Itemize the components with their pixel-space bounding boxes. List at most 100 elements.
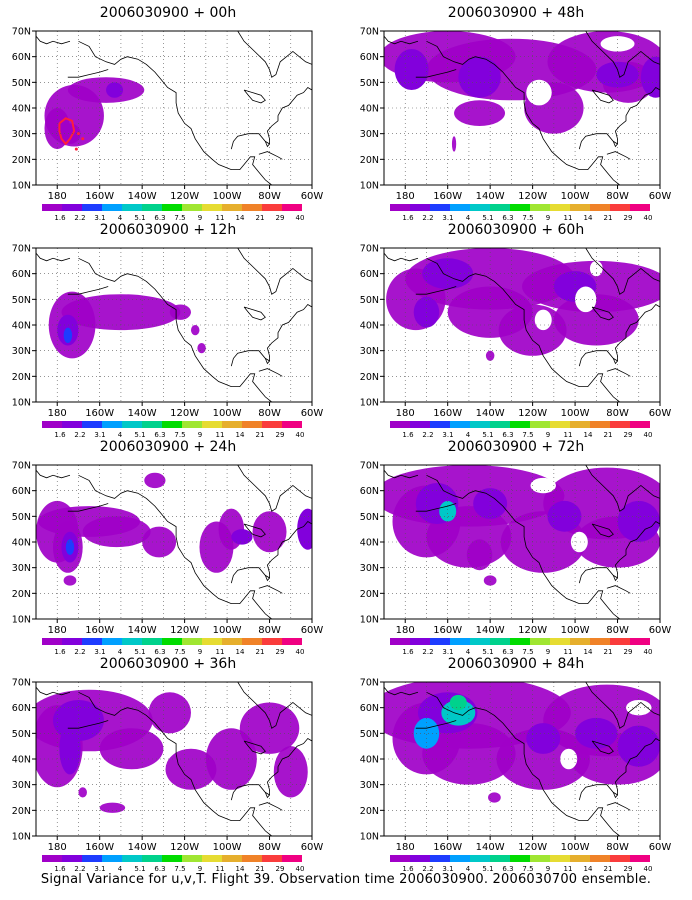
colorbar-label: 2.2 — [74, 648, 85, 654]
colorbar-swatch — [102, 204, 122, 211]
lon-tick-label: 60W — [649, 408, 672, 419]
coastline — [243, 306, 266, 321]
colorbar-swatch — [550, 638, 570, 645]
colorbar-swatch — [610, 421, 630, 428]
coastline — [612, 141, 618, 148]
colorbar-swatch — [282, 421, 302, 428]
colorbar: 1.6 2.2 3.1 4 5.1 6.3 7.5 9 11 14 21 29 40 — [390, 204, 652, 220]
colorbar-label: 1.6 — [54, 431, 66, 437]
colorbar-label: 29 — [276, 865, 285, 871]
colorbar-label: 40 — [644, 865, 653, 871]
coastline — [606, 585, 631, 594]
map-plot: 70N 60N 50N 40N 30N 20N 10N 180 160W 140W 120W 100W… — [12, 678, 324, 872]
colorbar: 1.6 2.2 3.1 4 5.1 6.3 7.5 9 11 14 21 29 40 — [42, 421, 304, 437]
lon-tick-label: 100W — [561, 842, 590, 853]
lat-tick-label: 70N — [360, 244, 379, 255]
colorbar-swatch — [262, 638, 282, 645]
colorbar-label: 7.5 — [522, 865, 533, 871]
colorbar-label: 29 — [624, 865, 633, 871]
coastline — [237, 682, 312, 729]
colorbar-label: 29 — [276, 648, 285, 654]
map-panel: 2006030900 + 24h 70N 60N 50N 40N 30N 20N 10N 180… — [3, 439, 333, 654]
lat-tick-label: 20N — [12, 155, 31, 166]
lat-tick-label: 20N — [360, 806, 379, 817]
variance-contour — [485, 350, 495, 361]
variance-contour — [59, 123, 81, 144]
coastline — [258, 368, 283, 377]
coastline — [243, 740, 266, 755]
colorbar-label: 40 — [296, 648, 305, 654]
lon-tick-label: 100W — [213, 625, 242, 636]
lat-tick-label: 60N — [12, 486, 31, 497]
variance-contour — [106, 82, 124, 98]
lon-tick-label: 120W — [518, 842, 547, 853]
lat-tick-label: 60N — [360, 486, 379, 497]
lat-tick-label: 40N — [12, 321, 31, 332]
lat-tick-label: 10N — [12, 832, 31, 843]
colorbar-label: 2.2 — [422, 214, 433, 220]
colorbar-label: 5.1 — [134, 431, 145, 437]
coastline — [230, 520, 312, 584]
lon-tick-label: 60W — [649, 625, 672, 636]
lon-tick-label: 140W — [476, 625, 505, 636]
lon-tick-label: 100W — [213, 191, 242, 202]
map-plot: 70N 60N 50N 40N 30N 20N 10N 180 160W 140W 120W 100W… — [12, 27, 324, 221]
colorbar-swatch — [430, 638, 450, 645]
variance-contour — [65, 539, 75, 555]
coastline — [264, 792, 270, 799]
colorbar-swatch — [550, 204, 570, 211]
coastline — [258, 802, 283, 811]
colorbar-swatch — [410, 855, 430, 862]
colorbar-swatch — [610, 638, 630, 645]
colorbar-swatch — [490, 638, 510, 645]
coastline — [585, 31, 660, 78]
lat-tick-label: 10N — [360, 398, 379, 409]
colorbar-label: 1.6 — [402, 865, 414, 871]
colorbar-swatch — [222, 421, 242, 428]
colorbar-swatch — [550, 421, 570, 428]
coastline — [578, 86, 660, 150]
colorbar-swatch — [390, 855, 410, 862]
lon-tick-label: 100W — [561, 625, 590, 636]
colorbar-label: 4 — [118, 214, 123, 220]
variance-contour — [148, 692, 191, 734]
variance-contour — [451, 136, 457, 152]
colorbar-swatch — [262, 421, 282, 428]
lon-tick-label: 160W — [433, 408, 462, 419]
coastline — [585, 465, 660, 512]
map-panel: 2006030900 + 60h 70N 60N 50N 40N 30N 20N 10N 180… — [351, 222, 681, 437]
colorbar-label: 6.3 — [154, 648, 165, 654]
colorbar-swatch — [282, 638, 302, 645]
lat-tick-label: 50N — [360, 512, 379, 523]
colorbar: 1.6 2.2 3.1 4 5.1 6.3 7.5 9 11 14 21 29 40 — [42, 638, 304, 654]
colorbar-swatch — [430, 421, 450, 428]
colorbar-swatch — [202, 421, 222, 428]
coastline — [230, 737, 312, 801]
colorbar-swatch — [142, 855, 162, 862]
lat-tick-label: 60N — [360, 52, 379, 63]
lon-tick-label: 140W — [128, 842, 157, 853]
variance-contour — [394, 48, 429, 91]
lon-tick-label: 120W — [518, 191, 547, 202]
lon-tick-label: 180 — [396, 191, 415, 202]
coastline — [243, 89, 266, 104]
colorbar-swatch — [142, 204, 162, 211]
colorbar-label: 5.1 — [134, 865, 145, 871]
colorbar-label: 6.3 — [502, 648, 513, 654]
colorbar-label: 3.1 — [94, 431, 105, 437]
variance-contour — [449, 694, 467, 711]
coastline — [384, 686, 419, 696]
lon-tick-label: 60W — [301, 625, 324, 636]
colorbar-label: 29 — [276, 431, 285, 437]
variance-contour — [640, 56, 660, 98]
coastline — [415, 720, 457, 729]
lon-tick-label: 60W — [649, 191, 672, 202]
colorbar-swatch — [570, 204, 590, 211]
coastline — [264, 141, 270, 148]
figure-caption: Signal Variance for u,v,T. Flight 39. Ob… — [40, 872, 652, 887]
coastline — [591, 523, 614, 538]
coastline — [612, 575, 618, 582]
variance-contour — [422, 723, 516, 785]
colorbar-swatch — [450, 421, 470, 428]
lon-tick-label: 80W — [606, 408, 629, 419]
